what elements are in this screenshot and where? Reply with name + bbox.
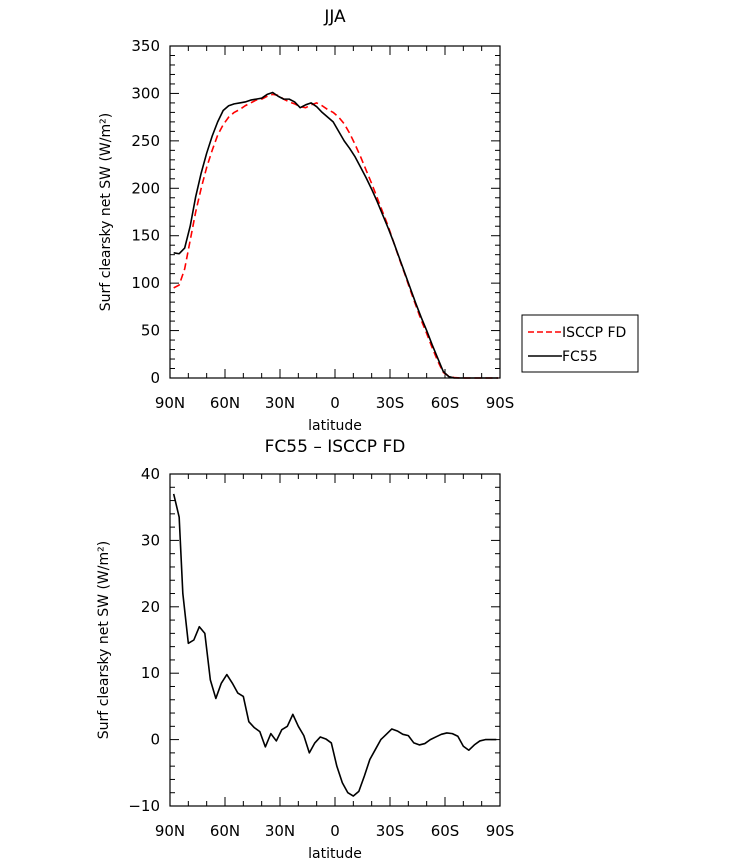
x-tick-label: 90N [155,822,185,840]
x-tick-label: 60S [431,394,460,412]
y-tick-label: 100 [131,274,160,292]
y-tick-label: 0 [150,731,160,749]
y-tick-label: 30 [141,531,160,549]
x-tick-label: 0 [330,394,340,412]
plot-frame [169,45,501,379]
y-tick-label: 350 [131,37,160,55]
x-tick-label: 30S [376,822,405,840]
y-tick-label: 40 [141,465,160,483]
y-tick-label: 200 [131,179,160,197]
y-tick-label: 10 [141,664,160,682]
x-tick-label: 0 [330,822,340,840]
x-tick-label: 30N [265,822,295,840]
x-tick-label: 60N [210,394,240,412]
series-line-difference [172,493,497,797]
y-tick-label: 0 [150,369,160,387]
x-tick-label: 30S [376,394,405,412]
chart-panel-2: 90N 60N 30N 0 30S 60S 90S −10 0 10 20 30 40 FC55 – IS… [96,437,514,862]
legend: ISCCP FD FC55 [521,314,639,373]
y-axis-label: Surf clearsky net SW (W/m²) [96,541,112,739]
x-tick-label: 30N [265,394,295,412]
y-tick-label: −10 [128,797,160,815]
series-line-isccp-fd [173,93,499,379]
x-axis-label: latitude [308,418,362,434]
legend-box [521,314,639,373]
chart-title: FC55 – ISCCP FD [265,437,406,457]
series-line-fc55 [173,91,499,379]
x-tick-label: 90N [155,394,185,412]
chart-title: JJA [323,7,346,27]
y-tick-label: 150 [131,227,160,245]
legend-label: ISCCP FD [562,325,626,341]
y-tick-label: 250 [131,132,160,150]
x-tick-label: 90S [486,822,515,840]
y-axis-label: Surf clearsky net SW (W/m²) [98,113,114,311]
x-axis-label: latitude [308,846,362,862]
x-tick-label: 90S [486,394,515,412]
chart-panel-1: 90N 60N 30N 0 30S 60S 90S 0 50 100 150 200 250 300 350… [98,7,639,434]
y-tick-label: 300 [131,84,160,102]
y-tick-label: 20 [141,598,160,616]
x-tick-label: 60N [210,822,240,840]
y-tick-label: 50 [141,322,160,340]
legend-label: FC55 [562,349,598,365]
x-tick-label: 60S [431,822,460,840]
